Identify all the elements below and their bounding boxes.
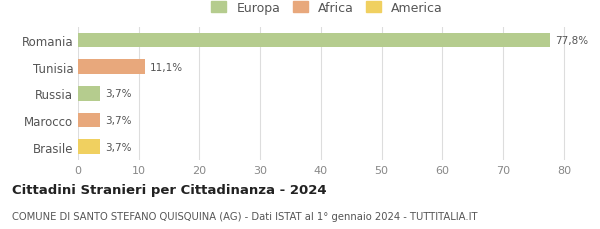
Text: COMUNE DI SANTO STEFANO QUISQUINA (AG) - Dati ISTAT al 1° gennaio 2024 - TUTTITA: COMUNE DI SANTO STEFANO QUISQUINA (AG) -… xyxy=(12,211,478,221)
Legend: Europa, Africa, America: Europa, Africa, America xyxy=(208,0,446,19)
Bar xyxy=(78,33,550,48)
Bar xyxy=(78,140,100,154)
Text: Cittadini Stranieri per Cittadinanza - 2024: Cittadini Stranieri per Cittadinanza - 2… xyxy=(12,183,326,196)
Bar xyxy=(78,87,100,101)
Text: 3,7%: 3,7% xyxy=(106,89,132,99)
Text: 77,8%: 77,8% xyxy=(556,36,589,46)
Text: 11,1%: 11,1% xyxy=(150,62,184,72)
Bar xyxy=(78,113,100,128)
Text: 3,7%: 3,7% xyxy=(106,142,132,152)
Text: 3,7%: 3,7% xyxy=(106,115,132,125)
Bar xyxy=(78,60,145,75)
